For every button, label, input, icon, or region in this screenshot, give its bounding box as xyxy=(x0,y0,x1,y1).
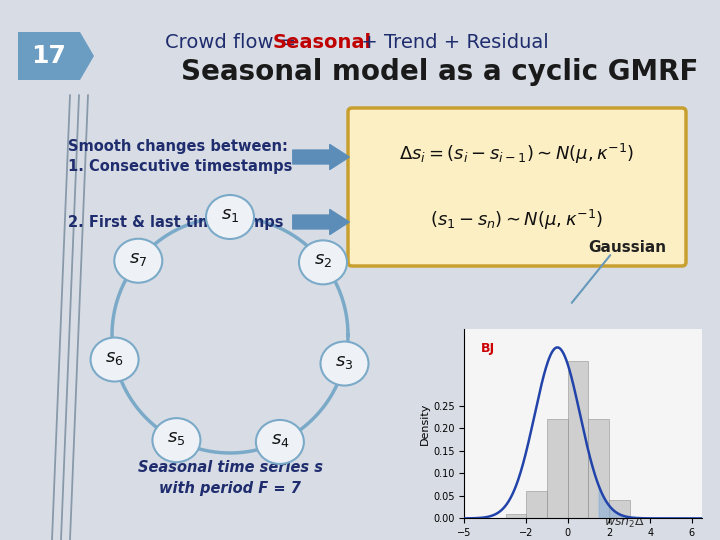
FancyArrowPatch shape xyxy=(572,255,611,303)
Ellipse shape xyxy=(114,239,162,283)
Ellipse shape xyxy=(256,420,304,464)
Text: Seasonal time series s
with period F = 7: Seasonal time series s with period F = 7 xyxy=(138,460,323,496)
Ellipse shape xyxy=(153,418,200,462)
Text: $\Delta s_i = (s_i - s_{i-1}){\sim}N(\mu, \kappa^{-1})$: $\Delta s_i = (s_i - s_{i-1}){\sim}N(\mu… xyxy=(400,142,635,166)
FancyArrowPatch shape xyxy=(293,210,349,234)
Text: + Trend + Residual: + Trend + Residual xyxy=(355,32,549,51)
FancyArrowPatch shape xyxy=(293,145,349,170)
Text: 1. Consecutive timestamps: 1. Consecutive timestamps xyxy=(68,159,292,174)
Text: Gaussian: Gaussian xyxy=(588,240,666,255)
Text: BJ: BJ xyxy=(481,342,495,355)
Text: Seasonal model as a cyclic GMRF: Seasonal model as a cyclic GMRF xyxy=(181,58,698,86)
Polygon shape xyxy=(18,32,94,80)
Text: $s_7$: $s_7$ xyxy=(129,249,148,268)
Text: $s_3$: $s_3$ xyxy=(336,353,354,370)
Text: $(s_1 - s_n){\sim}N(\mu, \kappa^{-1})$: $(s_1 - s_n){\sim}N(\mu, \kappa^{-1})$ xyxy=(431,208,603,232)
Ellipse shape xyxy=(320,341,369,386)
Ellipse shape xyxy=(299,240,347,285)
Text: Crowd flow =: Crowd flow = xyxy=(165,32,302,51)
Bar xyxy=(526,491,547,518)
Bar xyxy=(505,514,526,518)
Ellipse shape xyxy=(206,195,254,239)
Text: 2. First & last timestamps: 2. First & last timestamps xyxy=(68,214,284,230)
Bar xyxy=(588,420,609,518)
Bar xyxy=(609,501,630,518)
Text: 17: 17 xyxy=(32,44,66,68)
Text: $s_4$: $s_4$ xyxy=(271,431,289,449)
Y-axis label: Density: Density xyxy=(420,403,431,445)
FancyBboxPatch shape xyxy=(348,108,686,266)
Text: Seasonal: Seasonal xyxy=(273,32,372,51)
Text: Smooth changes between:: Smooth changes between: xyxy=(68,139,288,154)
Text: $s_1$: $s_1$ xyxy=(221,206,239,224)
Ellipse shape xyxy=(91,338,138,382)
Bar xyxy=(567,361,588,518)
Text: $s_6$: $s_6$ xyxy=(105,348,124,367)
Text: $s_5$: $s_5$ xyxy=(167,429,186,447)
Text: $s_2$: $s_2$ xyxy=(314,251,332,269)
Text: $wsn_2\Delta$: $wsn_2\Delta$ xyxy=(605,515,646,530)
Bar xyxy=(547,420,567,518)
